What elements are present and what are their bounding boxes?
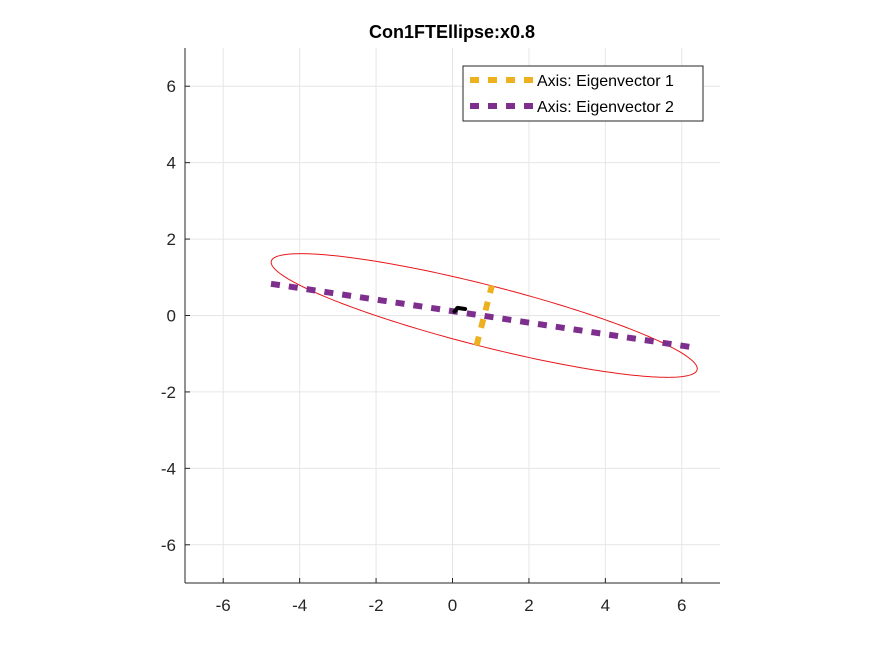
x-tick-label: 6 [677, 596, 686, 615]
legend-label-eigenvector-1: Axis: Eigenvector 1 [537, 73, 674, 90]
chart-title: Con1FTEllipse:x0.8 [369, 22, 535, 42]
x-tick-label: 4 [601, 596, 610, 615]
y-tick-label: -2 [161, 383, 176, 402]
plot-content [270, 253, 698, 378]
x-tick-label: -6 [216, 596, 231, 615]
x-tick-label: 2 [524, 596, 533, 615]
ellipse-outline [270, 253, 698, 378]
x-tick-label: -4 [292, 596, 307, 615]
y-tick-label: 4 [167, 154, 176, 173]
y-tick-label: 2 [167, 230, 176, 249]
legend-label-eigenvector-2: Axis: Eigenvector 2 [537, 99, 674, 116]
y-tick-label: 0 [167, 307, 176, 326]
tick-labels: -6 -4 -2 0 2 4 6 -6 -4 -2 0 2 4 6 [161, 77, 687, 615]
x-tick-label: -2 [369, 596, 384, 615]
axes [184, 48, 720, 584]
legend-box [462, 65, 704, 122]
origin-marker-path [452, 305, 468, 314]
y-tick-label: -6 [161, 536, 176, 555]
legend[interactable]: Axis: Eigenvector 1 Axis: Eigenvector 2 [462, 65, 704, 122]
x-tick-label: 0 [448, 596, 457, 615]
y-tick-label: 6 [167, 77, 176, 96]
y-tick-label: -4 [161, 459, 176, 478]
